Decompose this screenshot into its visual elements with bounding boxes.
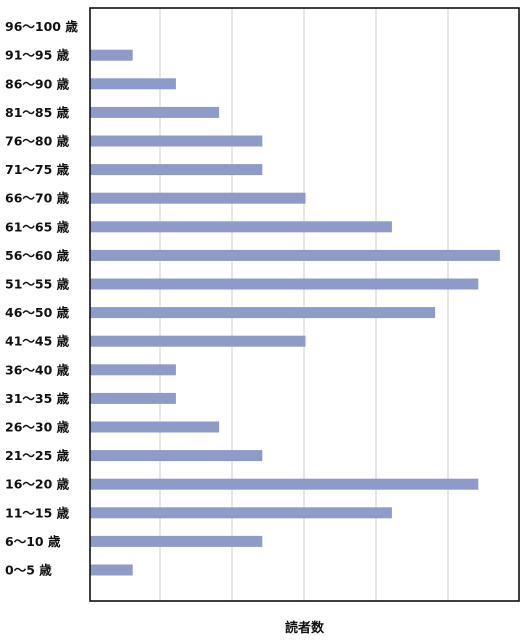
bar-13 <box>89 192 306 204</box>
category-label: 21～25 歳 <box>5 448 70 463</box>
bar-11 <box>89 249 500 261</box>
bar-16 <box>89 106 220 118</box>
category-label: 51～55 歳 <box>5 277 70 292</box>
category-label: 0～5 歳 <box>5 563 52 578</box>
category-label: 26～30 歳 <box>5 420 70 435</box>
bar-3 <box>89 478 479 490</box>
category-label: 61～65 歳 <box>5 219 70 234</box>
bar-5 <box>89 421 220 433</box>
category-label: 81～85 歳 <box>5 105 70 120</box>
bar-4 <box>89 450 263 462</box>
bar-0 <box>89 564 133 576</box>
bar-8 <box>89 335 306 347</box>
bar-12 <box>89 221 392 233</box>
bar-10 <box>89 278 479 290</box>
category-label: 66～70 歳 <box>5 191 70 206</box>
bar-17 <box>89 78 176 90</box>
bar-2 <box>89 507 392 519</box>
category-label: 96～100 歳 <box>5 19 78 34</box>
category-label: 16～20 歳 <box>5 477 70 492</box>
category-label: 56～60 歳 <box>5 248 70 263</box>
bar-14 <box>89 164 263 176</box>
x-axis-label: 読者数 <box>285 620 325 636</box>
category-label: 31～35 歳 <box>5 391 70 406</box>
plot-frame <box>89 7 520 602</box>
category-label: 6～10 歳 <box>5 534 61 549</box>
bar-15 <box>89 135 263 147</box>
bar-18 <box>89 49 133 61</box>
bar-6 <box>89 392 176 404</box>
category-label: 76～80 歳 <box>5 134 70 149</box>
category-label: 71～75 歳 <box>5 162 70 177</box>
category-label: 91～95 歳 <box>5 48 70 63</box>
category-label: 41～45 歳 <box>5 334 70 349</box>
category-label: 86～90 歳 <box>5 76 70 91</box>
bar-7 <box>89 364 176 376</box>
category-label: 46～50 歳 <box>5 305 70 320</box>
bar-1 <box>89 535 263 547</box>
category-label: 36～40 歳 <box>5 362 70 377</box>
bar-9 <box>89 307 436 319</box>
category-label: 11～15 歳 <box>5 505 70 520</box>
